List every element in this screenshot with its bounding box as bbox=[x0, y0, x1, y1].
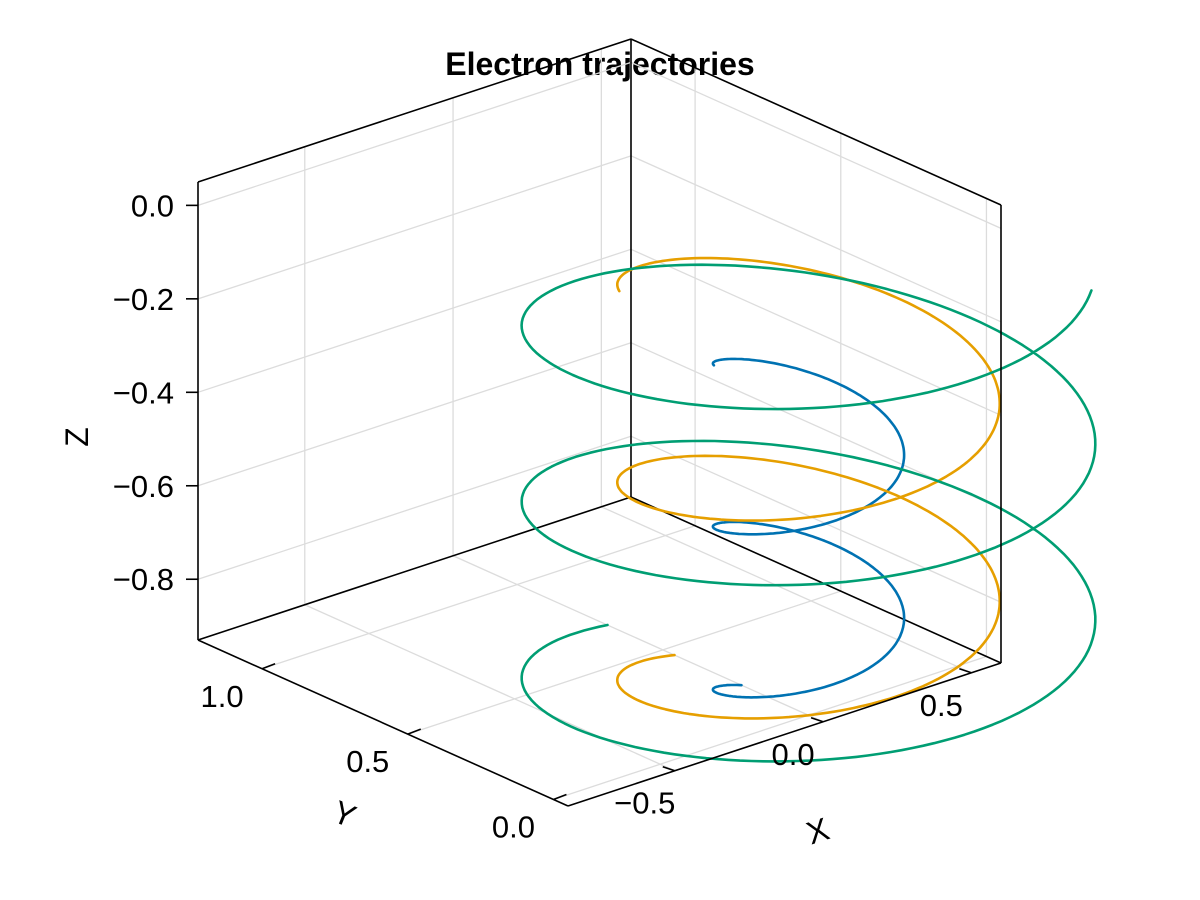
grid-line-z-side bbox=[630, 61, 1002, 229]
frame-edge-y-axis bbox=[197, 639, 569, 807]
series-line-1 bbox=[711, 357, 906, 699]
grid-line-x-floor bbox=[601, 506, 972, 674]
series-line-2 bbox=[615, 256, 1002, 720]
y-tick-label: 0.5 bbox=[346, 744, 389, 779]
y-tick bbox=[553, 793, 567, 801]
grid-line-z-back bbox=[197, 248, 632, 393]
z-tick-label: −0.2 bbox=[113, 282, 174, 317]
y-tick-label: 1.0 bbox=[201, 679, 244, 714]
grid-line-y-floor bbox=[553, 655, 987, 801]
grid-line-z-side bbox=[630, 248, 1002, 416]
x-tick bbox=[810, 717, 824, 723]
grid-line-x-floor bbox=[304, 604, 676, 772]
y-tick-label: 0.0 bbox=[492, 809, 535, 844]
frame-edge-back-floor-y bbox=[630, 496, 1002, 664]
z-tick-label: −0.4 bbox=[113, 375, 174, 410]
z-tick-label: −0.6 bbox=[113, 469, 174, 504]
y-tick bbox=[407, 728, 422, 735]
axes-frame-front bbox=[197, 38, 1002, 807]
x-tick bbox=[959, 668, 972, 674]
series-group bbox=[520, 256, 1097, 763]
grid-line-z-back bbox=[197, 61, 632, 206]
frame-edge-x-axis bbox=[567, 662, 1002, 807]
grid-line-z-side bbox=[630, 435, 1002, 603]
grid-lines bbox=[197, 48, 1002, 801]
grid-line-z-side bbox=[630, 155, 1002, 323]
x-tick-label: 0.5 bbox=[920, 688, 963, 723]
axes-frame-back bbox=[197, 39, 1002, 664]
x-tick-label: 0.0 bbox=[772, 737, 815, 772]
grid-line-z-back bbox=[197, 155, 632, 300]
z-tick-label: −0.8 bbox=[113, 562, 174, 597]
z-axis-label: Z bbox=[59, 427, 95, 447]
grid-line-x-floor bbox=[452, 555, 824, 723]
frame-edge-top-back bbox=[197, 38, 632, 183]
grid-line-z-back bbox=[197, 342, 632, 487]
grid-line-y-floor bbox=[407, 590, 841, 735]
z-tick-label: 0.0 bbox=[131, 188, 174, 223]
grid-line-z-back bbox=[197, 435, 632, 580]
x-axis-label: X bbox=[802, 811, 833, 852]
x-tick-label: −0.5 bbox=[614, 786, 675, 821]
y-tick bbox=[261, 663, 276, 670]
frame-edge-top-side bbox=[630, 38, 1002, 206]
series-line-3 bbox=[520, 263, 1097, 763]
tick-group: −0.5 0.0 0.5 0.0 0.5 1.0 −0.8 −0.6 −0.4 −0.2 0.0 bbox=[113, 188, 972, 844]
x-tick bbox=[662, 765, 676, 772]
y-axis-label: Y bbox=[328, 793, 361, 834]
grid-line-y-floor bbox=[261, 525, 696, 670]
frame-edge-back-floor-x bbox=[197, 496, 632, 641]
chart-title: Electron trajectories bbox=[445, 46, 754, 82]
